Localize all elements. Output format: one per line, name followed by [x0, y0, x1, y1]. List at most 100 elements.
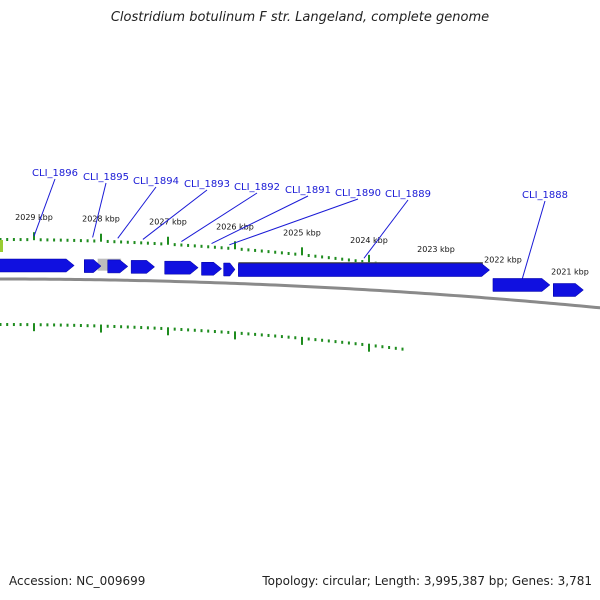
- minor-tick: [146, 241, 149, 245]
- minor-tick: [294, 252, 297, 256]
- minor-tick: [6, 323, 9, 327]
- gene-arrow: [0, 258, 75, 273]
- genome-backbone: [0, 240, 600, 310]
- minor-tick: [140, 326, 143, 330]
- accession-text: Accession: NC_009699: [9, 574, 146, 588]
- minor-tick: [133, 325, 136, 329]
- minor-tick: [19, 323, 22, 327]
- major-tick: [167, 327, 169, 336]
- minor-tick: [120, 240, 123, 244]
- minor-tick: [113, 240, 116, 244]
- callout-line: [211, 195, 309, 244]
- minor-tick: [388, 346, 391, 350]
- minor-tick: [213, 330, 216, 334]
- minor-tick: [46, 238, 49, 242]
- minor-tick: [66, 238, 69, 242]
- gene-arrow: [553, 283, 584, 297]
- major-tick: [368, 343, 370, 352]
- minor-tick: [354, 259, 357, 263]
- scale-label: 2025 kbp: [283, 228, 321, 237]
- minor-tick: [280, 251, 283, 255]
- minor-tick: [106, 239, 109, 243]
- minor-tick: [126, 240, 129, 244]
- minor-tick: [280, 335, 283, 339]
- minor-tick: [106, 324, 109, 328]
- minor-tick: [12, 238, 15, 242]
- gene-label: CLI_1891: [285, 185, 331, 196]
- minor-tick: [53, 323, 56, 327]
- callout-line: [181, 192, 258, 242]
- minor-tick: [227, 246, 230, 250]
- minor-tick: [160, 242, 163, 246]
- edge-marker: [0, 240, 3, 252]
- gene-track: [0, 258, 584, 297]
- callout-line: [92, 182, 107, 238]
- major-tick: [100, 233, 102, 242]
- gene-labels: CLI_1896 CLI_1895 CLI_1894 CLI_1893 CLI_1892…: [32, 168, 568, 201]
- scale-label: 2024 kbp: [350, 236, 388, 245]
- minor-tick: [39, 238, 42, 242]
- minor-tick: [173, 327, 176, 331]
- minor-tick: [46, 323, 49, 327]
- minor-tick: [93, 239, 96, 243]
- map-title: Clostridium botulinum F str. Langeland, …: [110, 10, 490, 25]
- callout-line: [229, 198, 359, 246]
- minor-tick: [321, 255, 324, 259]
- scale-label: 2029 kbp: [15, 213, 53, 222]
- minor-tick: [193, 244, 196, 248]
- minor-tick: [240, 331, 243, 335]
- callout-line: [142, 189, 208, 240]
- minor-tick: [213, 245, 216, 249]
- minor-tick: [347, 258, 350, 262]
- inner-scale-ticks: [0, 323, 404, 352]
- genome-summary: Topology: circular; Length: 3,995,387 bp…: [262, 574, 592, 588]
- major-tick: [100, 324, 102, 333]
- gene-callout-lines: [33, 178, 546, 282]
- minor-tick: [200, 329, 203, 333]
- minor-tick: [381, 345, 384, 349]
- major-tick: [234, 241, 236, 250]
- major-tick: [301, 247, 303, 256]
- backbone-line: [0, 277, 600, 310]
- minor-tick: [314, 338, 317, 342]
- minor-tick: [327, 339, 330, 343]
- minor-tick: [59, 238, 62, 242]
- minor-tick: [254, 332, 257, 336]
- minor-tick: [173, 243, 176, 247]
- minor-tick: [207, 245, 210, 249]
- minor-tick: [341, 340, 344, 344]
- minor-tick: [267, 333, 270, 337]
- gene-label: CLI_1888: [522, 190, 568, 201]
- major-tick: [301, 336, 303, 345]
- minor-tick: [79, 239, 82, 243]
- minor-tick: [133, 241, 136, 245]
- gene-arrow: [492, 278, 551, 292]
- scale-label: 2022 kbp: [484, 256, 522, 265]
- minor-tick: [53, 238, 56, 242]
- minor-tick: [347, 341, 350, 345]
- minor-tick: [287, 335, 290, 339]
- minor-tick: [200, 244, 203, 248]
- major-tick: [167, 236, 169, 245]
- minor-tick: [294, 336, 297, 340]
- minor-tick: [327, 256, 330, 260]
- minor-tick: [361, 260, 364, 264]
- gene-label: CLI_1890: [335, 188, 381, 199]
- gene-arrow: [223, 262, 236, 277]
- minor-tick: [220, 246, 223, 250]
- major-tick: [368, 254, 370, 263]
- minor-tick: [140, 241, 143, 245]
- minor-tick: [220, 330, 223, 334]
- callout-line: [520, 200, 546, 282]
- major-tick: [33, 323, 35, 332]
- minor-tick: [341, 257, 344, 261]
- minor-tick: [86, 324, 89, 328]
- minor-tick: [361, 342, 364, 346]
- scale-label: 2023 kbp: [417, 245, 455, 254]
- gene-arrow: [84, 259, 102, 273]
- minor-tick: [314, 254, 317, 258]
- gene-arrow: [238, 263, 490, 277]
- minor-tick: [240, 247, 243, 251]
- minor-tick: [126, 325, 129, 329]
